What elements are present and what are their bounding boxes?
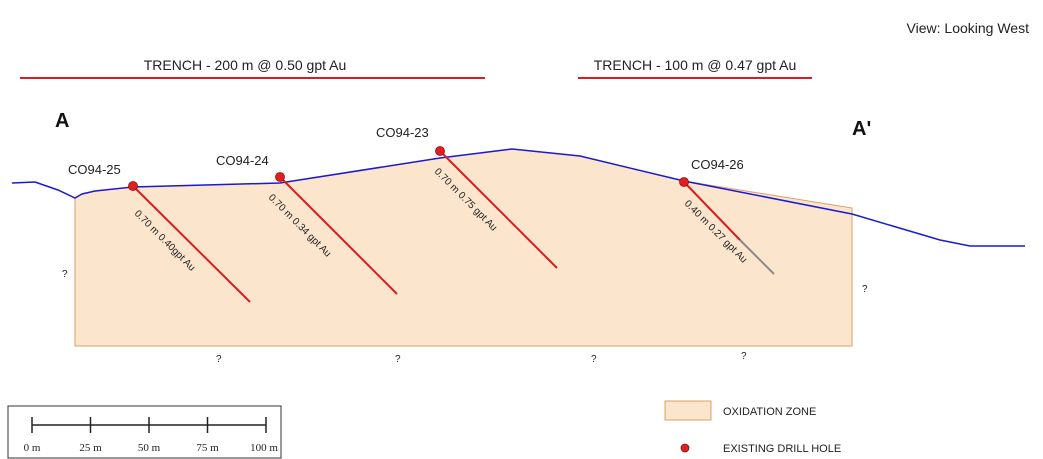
scale-tick-label: 75 m — [196, 442, 219, 454]
drill-hole-name-co94-23: CO94-23 — [376, 125, 429, 140]
legend-oxidation-label: OXIDATION ZONE — [723, 406, 816, 418]
drill-trace-co94-25 — [132, 185, 251, 303]
legend-drill-hole-label: EXISTING DRILL HOLE — [723, 443, 841, 455]
trench-label-1: TRENCH - 200 m @ 0.50 gpt Au — [144, 57, 347, 73]
drill-hole-name-co94-26: CO94-26 — [691, 157, 744, 172]
trench-label-2: TRENCH - 100 m @ 0.47 gpt Au — [594, 57, 797, 73]
drill-trace-co94-26 — [683, 181, 741, 241]
uncertain-marker: ? — [591, 354, 597, 365]
drill-collar-co94-25 — [128, 181, 138, 191]
view-direction-label: View: Looking West — [906, 20, 1029, 36]
legend: OXIDATION ZONE EXISTING DRILL HOLE — [664, 400, 841, 455]
section-end-label: A' — [852, 118, 872, 140]
section-start-label: A — [55, 110, 70, 132]
drill-collar-co94-24 — [275, 172, 285, 182]
drill-collar-co94-26 — [679, 177, 689, 187]
drill-hole-name-co94-25: CO94-25 — [68, 162, 121, 177]
legend-oxidation-swatch — [664, 400, 712, 421]
uncertain-marker: ? — [216, 354, 222, 365]
topography-line — [11, 148, 1025, 247]
scale-bar-frame — [7, 405, 282, 459]
drill-trace-co94-26-extension — [739, 239, 775, 275]
scale-tick-label: 100 m — [250, 442, 278, 454]
scale-tick-label: 25 m — [79, 442, 102, 454]
uncertain-marker: ? — [741, 351, 747, 362]
uncertain-marker: ? — [862, 284, 868, 295]
drill-trace-co94-23 — [439, 150, 558, 269]
scale-tick-label: 0 m — [24, 442, 41, 454]
uncertain-marker: ? — [395, 354, 401, 365]
scale-bar: 0 m 25 m 50 m 75 m 100 m — [7, 405, 282, 459]
drill-collar-co94-23 — [435, 146, 445, 156]
drill-trace-co94-24 — [279, 176, 398, 295]
uncertain-marker: ? — [62, 269, 68, 280]
scale-tick-label: 50 m — [138, 442, 161, 454]
drill-hole-name-co94-24: CO94-24 — [216, 153, 269, 168]
legend-drill-hole-icon — [680, 443, 690, 453]
